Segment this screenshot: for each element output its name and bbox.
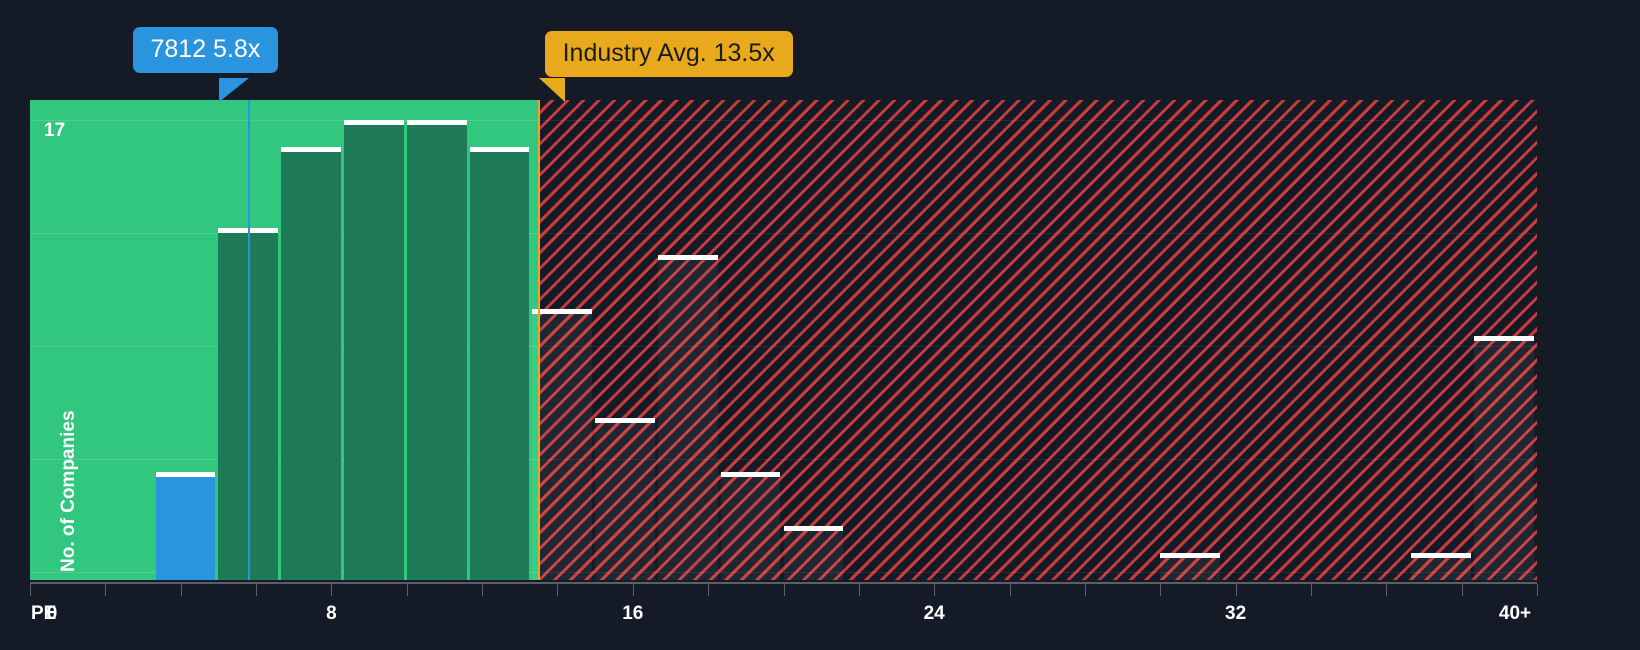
industry-average-tooltip[interactable]: Industry Avg. 13.5x [544, 31, 793, 78]
gridline [540, 233, 1537, 234]
x-axis-tick-label: 16 [622, 603, 644, 624]
histogram-bar[interactable] [532, 309, 593, 580]
x-axis-tick [1236, 584, 1237, 596]
x-axis-tick [105, 584, 106, 596]
x-axis-tick [1085, 584, 1086, 596]
x-axis-tick-label: 0 [46, 603, 58, 624]
x-axis-tick [859, 584, 860, 596]
histogram-bar[interactable] [155, 471, 216, 580]
x-axis-tick [1386, 584, 1387, 596]
x-axis-line [30, 582, 1537, 584]
histogram-bar[interactable] [1160, 552, 1221, 580]
company-marker-line [247, 100, 250, 580]
x-axis-tick [784, 584, 785, 596]
x-axis-tick-label: 40+ [1498, 603, 1532, 624]
bar-cap [343, 120, 404, 125]
y-max-value-label: 17 [44, 120, 66, 141]
x-axis-tick [1160, 584, 1161, 596]
bar-cap [469, 147, 530, 153]
gridline [540, 120, 1537, 121]
x-axis-tick [181, 584, 182, 596]
x-axis-tick [256, 584, 257, 596]
histogram-bar[interactable] [657, 255, 718, 580]
x-axis-tick [934, 584, 935, 596]
histogram-bar[interactable] [720, 471, 781, 580]
x-axis-tick [331, 584, 332, 596]
histogram-bar[interactable] [1474, 336, 1534, 580]
histogram-bar[interactable] [783, 525, 844, 580]
gridline [30, 120, 540, 121]
bar-cap [595, 417, 655, 423]
x-axis-tick [557, 584, 558, 596]
plot-area [30, 100, 1537, 580]
company-marker-tooltip[interactable]: 7812 5.8x [132, 27, 279, 74]
x-axis-tick [1462, 584, 1463, 596]
bar-cap [406, 120, 467, 125]
x-axis-tick [708, 584, 709, 596]
x-axis-tick [482, 584, 483, 596]
industry-average-tooltip-tail [538, 78, 565, 102]
x-axis-tick [1537, 584, 1538, 596]
gridline [540, 459, 1537, 460]
x-axis-title: PE [31, 603, 57, 624]
histogram-bar[interactable] [343, 120, 404, 580]
gridline [540, 346, 1537, 347]
x-axis-tick [1311, 584, 1312, 596]
x-axis-tick-label: 8 [326, 603, 337, 624]
histogram-bar[interactable] [469, 147, 530, 580]
bar-cap [532, 309, 593, 315]
bar-cap [1160, 552, 1221, 558]
x-axis-tick [1010, 584, 1011, 596]
x-axis-tick-label: 24 [923, 603, 945, 624]
overvalued-zone [540, 100, 1537, 580]
histogram-bar[interactable] [281, 147, 341, 580]
bar-cap [155, 471, 216, 477]
x-axis-tick [30, 584, 31, 596]
gridline [540, 572, 1537, 573]
bar-cap [783, 525, 844, 531]
histogram-bar[interactable] [595, 417, 655, 580]
industry-average-marker-line [537, 100, 540, 580]
bar-cap [657, 255, 718, 261]
bar-cap [281, 147, 341, 153]
histogram-bar[interactable] [406, 120, 467, 580]
x-axis-tick [407, 584, 408, 596]
histogram-bar[interactable] [1411, 552, 1472, 580]
bar-cap [720, 471, 781, 477]
bar-cap [1411, 552, 1472, 558]
x-axis-tick [633, 584, 634, 596]
x-axis-tick-label: 32 [1225, 603, 1247, 624]
bar-cap [1474, 336, 1534, 342]
company-marker-tooltip-tail [218, 78, 249, 102]
